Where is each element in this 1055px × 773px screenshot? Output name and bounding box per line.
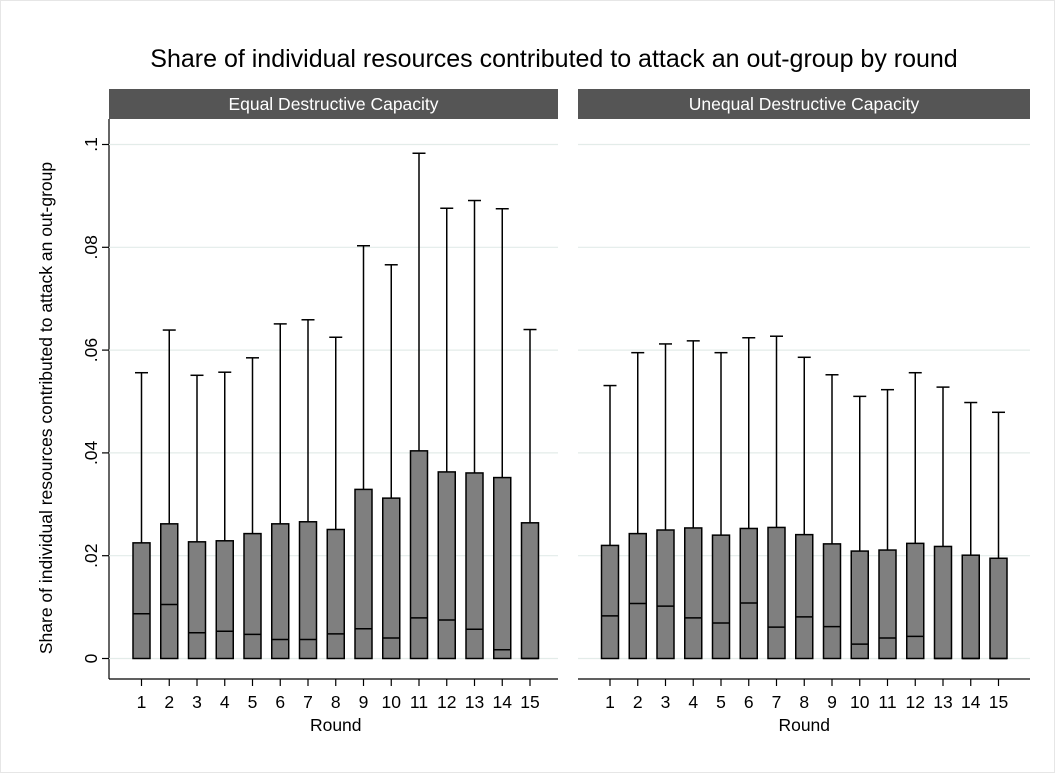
y-axis-label: Share of individual resources contribute… [36, 162, 56, 654]
x-tick-label: 9 [359, 692, 369, 712]
x-tick-label: 12 [906, 692, 925, 712]
x-tick-label: 3 [661, 692, 671, 712]
panel-strip [578, 89, 1030, 119]
x-tick-label: 8 [331, 692, 341, 712]
x-tick-label: 7 [772, 692, 782, 712]
x-tick-label: 14 [961, 692, 981, 712]
box [354, 488, 373, 660]
x-tick-label: 10 [850, 692, 870, 712]
box [656, 529, 675, 660]
box [933, 545, 953, 660]
y-tick-label: 0 [81, 653, 101, 663]
x-tick-label: 6 [275, 692, 285, 712]
x-tick-label: 4 [220, 692, 230, 712]
box [298, 521, 318, 660]
box [767, 526, 786, 660]
y-tick-label: .02 [81, 544, 101, 568]
x-tick-label: 5 [248, 692, 258, 712]
x-axis-label: Round [778, 715, 830, 735]
panel-title: Equal Destructive Capacity [228, 94, 438, 114]
x-tick-label: 15 [520, 692, 539, 712]
panel-title: Unequal Destructive Capacity [689, 94, 920, 114]
y-tick-label: .08 [81, 235, 101, 259]
box [243, 532, 262, 660]
x-tick-label: 1 [605, 692, 615, 712]
x-tick-label: 10 [382, 692, 402, 712]
x-tick-label: 7 [303, 692, 313, 712]
chart-title: Share of individual resources contribute… [150, 45, 957, 73]
box [850, 550, 869, 660]
box [160, 523, 179, 660]
box [493, 476, 512, 660]
box [465, 472, 484, 660]
x-tick-label: 4 [688, 692, 698, 712]
x-tick-label: 13 [933, 692, 952, 712]
box [409, 450, 429, 660]
box [271, 523, 290, 660]
x-tick-label: 6 [744, 692, 754, 712]
box [215, 540, 234, 660]
box [437, 471, 456, 660]
box [795, 533, 814, 660]
box [989, 557, 1008, 660]
x-tick-label: 12 [437, 692, 456, 712]
box [326, 528, 345, 660]
box [520, 522, 540, 660]
box [600, 544, 620, 660]
x-tick-label: 11 [878, 692, 896, 712]
x-tick-label: 5 [716, 692, 726, 712]
box [878, 549, 897, 660]
box [132, 542, 151, 660]
x-tick-label: 8 [799, 692, 809, 712]
box [711, 534, 731, 660]
box [961, 554, 980, 660]
x-tick-label: 15 [989, 692, 1008, 712]
y-tick-label: .06 [81, 338, 101, 362]
box [628, 532, 647, 660]
box [822, 543, 842, 660]
box [684, 527, 703, 660]
x-tick-label: 2 [164, 692, 174, 712]
box [739, 527, 758, 660]
box [382, 497, 401, 660]
x-tick-label: 1 [137, 692, 147, 712]
x-tick-label: 14 [493, 692, 513, 712]
x-tick-label: 9 [827, 692, 837, 712]
x-tick-label: 2 [633, 692, 643, 712]
y-tick-label: .04 [81, 440, 101, 465]
x-tick-label: 3 [192, 692, 202, 712]
box [187, 541, 207, 660]
x-tick-label: 13 [465, 692, 484, 712]
y-tick-label: .1 [81, 137, 101, 152]
panel-strip [109, 89, 558, 119]
box [906, 542, 925, 660]
x-tick-label: 11 [410, 692, 428, 712]
panels: 0 .02 .04 .06 .08 .1 Equal Destructive Capacit… [81, 89, 1030, 735]
x-axis-label: Round [310, 715, 362, 735]
